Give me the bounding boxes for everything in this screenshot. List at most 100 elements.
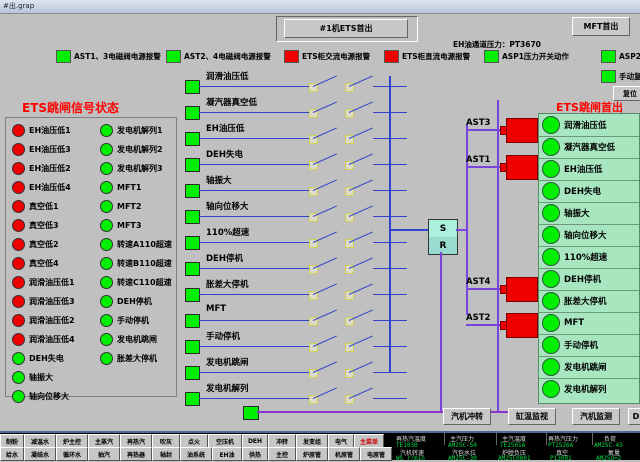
alarm-ast24-power[interactable]: AST2、4电磁阀电源报警 [166, 50, 271, 63]
status-dot-icon [12, 124, 25, 137]
readout-caption: 主汽压力 [450, 436, 475, 443]
alarm-manual-reset-handle[interactable]: 手动复位手柄 [601, 70, 640, 83]
nav-turbine-monitor-button[interactable]: 汽机监测 [572, 408, 620, 425]
taskbar-button[interactable]: 抽汽 [88, 447, 120, 461]
firstout-row[interactable]: 胀差大停机 [539, 290, 639, 313]
contact-arm [348, 283, 373, 295]
contact-arm [348, 205, 373, 217]
firstout-row[interactable]: DEH停机 [539, 268, 639, 291]
rung-wire [199, 320, 309, 321]
alarm-ets-ac-power[interactable]: ETS柜交流电源报警 [284, 50, 370, 63]
ladder-rung: 110%超速 [180, 228, 410, 252]
contact-icon [309, 291, 318, 300]
alarm-asp2-switch[interactable]: ASP2压力开关动作 [601, 50, 640, 63]
taskbar-button[interactable]: 给水 [0, 447, 24, 461]
taskbar-button[interactable]: 发变组 [296, 434, 328, 448]
taskbar-button[interactable]: 再热器 [120, 447, 152, 461]
status-dot-icon [12, 143, 25, 156]
mft-firstout-button[interactable]: MFT首出 [572, 17, 630, 36]
sig-eh-oil-low-1: EH油压低1 [12, 124, 71, 137]
firstout-row[interactable]: 手动停机 [539, 334, 639, 357]
sig-speed-c-110-overspeed: 转速C110超速 [100, 276, 172, 289]
alarm-label: 手动复位手柄 [619, 72, 640, 81]
firstout-row[interactable]: EH油压低 [539, 158, 639, 181]
taskbar-button[interactable]: 循环水 [56, 447, 88, 461]
rung-lamp-icon [185, 80, 200, 94]
contact-icon [345, 291, 354, 300]
readout-caption: 再热汽压力 [548, 436, 579, 443]
readout-caption: 负荷 [604, 436, 617, 443]
ets-firstout-button[interactable]: #1机ETS首出 [284, 19, 408, 38]
rung-label: DEH失电 [206, 150, 243, 160]
taskbar-button[interactable]: 供热 [242, 447, 268, 461]
taskbar-button[interactable]: 轴封 [152, 447, 180, 461]
firstout-row[interactable]: 发电机跳闸 [539, 356, 639, 379]
taskbar-button[interactable]: EH油 [212, 447, 242, 461]
sr-latch-block[interactable]: S R [428, 219, 458, 255]
nav-cylinder-temp-button[interactable]: 缸温监视 [508, 408, 556, 425]
taskbar-button[interactable]: 吹灰 [152, 434, 180, 448]
firstout-row[interactable]: 轴向位移大 [539, 224, 639, 247]
contact-icon [345, 109, 354, 118]
rung-wire [199, 242, 309, 243]
firstout-row[interactable]: 发电机解列 [539, 378, 639, 400]
sr-set-wire [389, 229, 429, 231]
taskbar-button[interactable]: 主蒸汽 [88, 434, 120, 448]
alarm-asp1-switch[interactable]: ASP1压力开关动作 [484, 50, 569, 63]
ast-solenoid-box[interactable] [506, 155, 538, 180]
taskbar-button[interactable]: 再热汽 [120, 434, 152, 448]
taskbar-button[interactable]: 减温水 [24, 434, 56, 448]
alarm-lamp-icon [601, 50, 616, 63]
firstout-row[interactable]: 凝汽器真空低 [539, 136, 639, 159]
sig-lube-oil-low-4: 润滑油压低4 [12, 333, 75, 346]
firstout-lamp-icon [542, 270, 560, 288]
taskbar-button[interactable]: 冲转 [268, 434, 296, 448]
rung-lamp-icon [185, 288, 200, 302]
firstout-row[interactable]: DEH失电 [539, 180, 639, 203]
nav-deh-button[interactable]: DEH [628, 408, 640, 425]
alarm-label: AST1、3电磁阀电源报警 [74, 52, 161, 61]
status-dot-icon [12, 238, 25, 251]
ast-solenoid-box[interactable] [506, 277, 538, 302]
firstout-row[interactable]: 轴振大 [539, 202, 639, 225]
taskbar-button[interactable]: 炉原管 [296, 447, 328, 461]
status-dot-icon [12, 257, 25, 270]
taskbar-button[interactable]: 制粉 [0, 434, 24, 448]
contact-icon [345, 187, 354, 196]
taskbar-button[interactable]: 主控 [268, 447, 296, 461]
nav-turbine-startup-button[interactable]: 汽机冲转 [443, 408, 491, 425]
reset-button[interactable]: 复位 [613, 86, 640, 101]
taskbar-button[interactable]: 油系统 [180, 447, 212, 461]
taskbar-button[interactable]: DEH [242, 434, 268, 448]
alarm-ets-dc-power[interactable]: ETS柜直流电源报警 [384, 50, 470, 63]
contact-arm [312, 361, 337, 373]
taskbar-button[interactable]: 电气 [328, 434, 354, 448]
contact-icon [309, 369, 318, 378]
readout-divider [444, 433, 445, 445]
taskbar-button[interactable]: 炉主控 [56, 434, 88, 448]
rung-wire [199, 398, 309, 399]
readout-value: TE2501A [500, 442, 526, 449]
sig-deh-power-loss: DEH失电 [12, 352, 64, 365]
rung-lamp-icon [185, 210, 200, 224]
taskbar-button[interactable]: 电原管 [360, 447, 392, 461]
status-dot-icon [12, 276, 25, 289]
ast-solenoid-box[interactable] [506, 313, 538, 338]
alarm-lamp-icon [166, 50, 181, 63]
sig-gen-decouple-2: 发电机解列2 [100, 143, 163, 156]
contact-icon [309, 161, 318, 170]
taskbar-main-menu-button[interactable]: 主菜单 [354, 434, 384, 448]
taskbar-button[interactable]: 点火 [180, 434, 208, 448]
sig-vacuum-low-1: 真空低1 [12, 200, 59, 213]
taskbar-button[interactable]: 机原管 [328, 447, 360, 461]
firstout-lamp-icon [542, 248, 560, 266]
taskbar-button[interactable]: 凝结水 [24, 447, 56, 461]
firstout-row[interactable]: MFT [539, 312, 639, 335]
firstout-row[interactable]: 润滑油压低 [539, 114, 639, 137]
alarm-ast13-power[interactable]: AST1、3电磁阀电源报警 [56, 50, 161, 63]
taskbar-button[interactable]: 空压机 [208, 434, 242, 448]
readout-caption: 主汽温度 [502, 436, 527, 443]
right-firstout-panel: 润滑油压低 凝汽器真空低 EH油压低 DEH失电 轴振大 轴向位移大 110%超… [538, 113, 640, 404]
firstout-row[interactable]: 110%超速 [539, 246, 639, 269]
ast-solenoid-box[interactable] [506, 118, 538, 143]
